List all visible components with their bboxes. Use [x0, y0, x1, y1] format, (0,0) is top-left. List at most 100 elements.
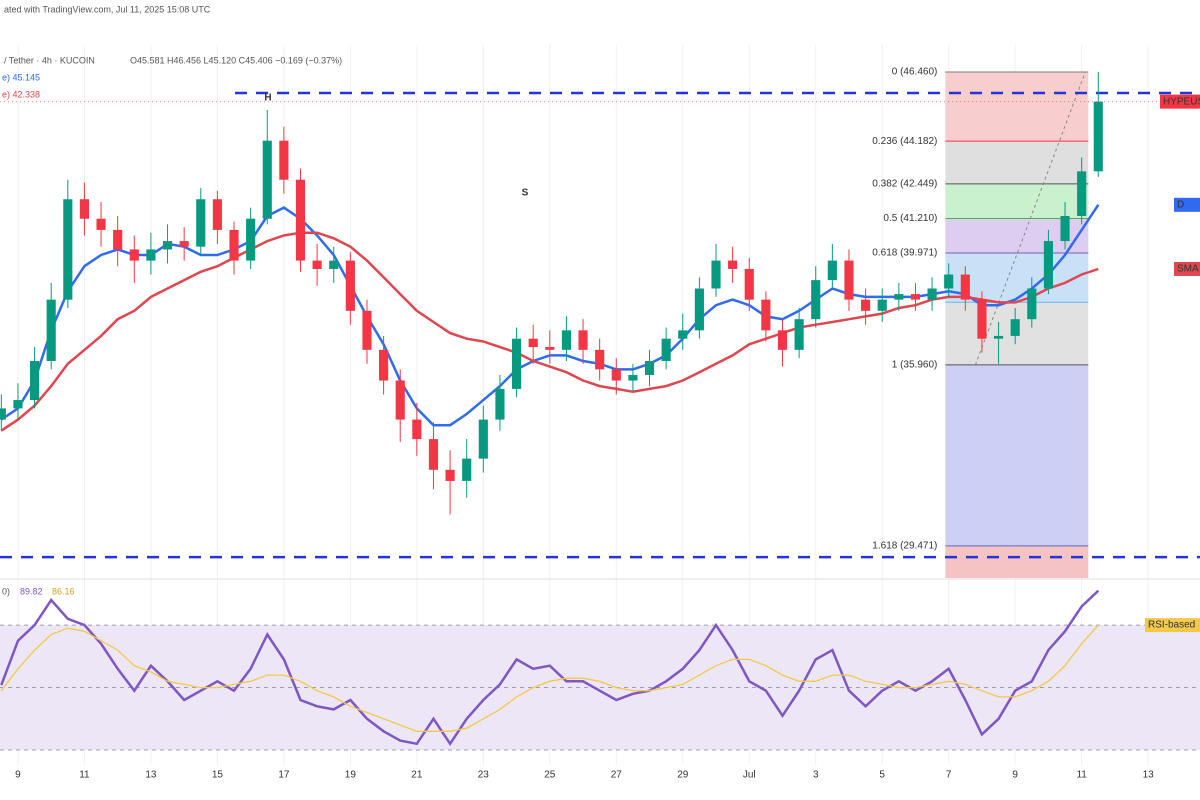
candle-body [46, 299, 56, 362]
ma-legend: e) 45.145 [2, 72, 40, 82]
candle-body [129, 249, 139, 261]
candle-body [894, 294, 904, 300]
x-tick-label: 9 [15, 770, 21, 781]
candle-body [595, 349, 605, 370]
candle-body [0, 408, 6, 420]
annotation: S [522, 188, 529, 199]
candle-body [1093, 101, 1103, 172]
fib-band [945, 72, 1089, 142]
x-tick-label: 11 [79, 770, 90, 781]
candle-body [844, 260, 854, 300]
candle-body [1077, 171, 1087, 216]
candle-body [694, 288, 704, 331]
candle-body [794, 319, 804, 350]
rsi-tag-bg [1145, 618, 1200, 633]
candle-body [196, 199, 206, 247]
candle-body [511, 338, 522, 389]
candle-body [63, 199, 73, 300]
x-tick-label: 11 [1076, 770, 1087, 781]
x-tick-label: 7 [946, 770, 952, 781]
fib-label: 1 (35.960) [892, 360, 938, 371]
candle-body [545, 347, 555, 350]
x-tick-label: 21 [411, 770, 423, 781]
price-tag-bg [1160, 94, 1200, 109]
candle-body [162, 241, 173, 250]
candle-body [312, 260, 322, 269]
candle-body [861, 299, 871, 311]
candle-body [428, 439, 439, 470]
ma-tag: D [1177, 199, 1184, 210]
x-tick-label: 29 [677, 770, 689, 781]
candle-body [678, 330, 688, 339]
candle-body [644, 361, 655, 375]
x-tick-label: 3 [813, 770, 819, 781]
candle-body [1027, 288, 1037, 320]
price-tag: HYPEUS [1163, 96, 1200, 107]
candle-body [977, 299, 987, 339]
candle-body [179, 241, 189, 247]
fib-label: 0.5 (41.210) [883, 213, 937, 224]
rsi-legend: 0) [2, 586, 10, 596]
candle-body [345, 260, 355, 311]
candle-body [113, 229, 123, 250]
x-tick-label: 25 [544, 770, 556, 781]
x-tick-label: 23 [478, 770, 490, 781]
candle-body [944, 274, 954, 289]
candle-body [1060, 215, 1070, 242]
candle-body [295, 179, 306, 261]
candle-body [927, 288, 937, 300]
x-tick-label: 13 [1143, 770, 1155, 781]
x-tick-label: 15 [212, 770, 224, 781]
candle-body [362, 310, 372, 350]
candle-body [711, 260, 721, 289]
fib-band [945, 364, 1089, 546]
candle-body [761, 299, 771, 331]
candle-body [811, 280, 821, 320]
candle-body [960, 274, 970, 300]
candle-body [728, 260, 738, 269]
candle-body [146, 249, 156, 261]
rsi-legend: 86.16 [52, 586, 75, 596]
candle-body [578, 330, 588, 350]
fib-band [945, 141, 1089, 184]
rsi-line [0, 589, 1100, 747]
candle-body [30, 361, 40, 401]
candle-body [262, 140, 272, 219]
fib-label: 1.618 (29.471) [872, 541, 937, 552]
candle-body [495, 388, 505, 420]
candle-body [212, 199, 222, 230]
header-title: ated with TradingView.com, Jul 11, 2025 … [4, 4, 211, 14]
fib-label: 0 (46.460) [892, 67, 938, 78]
candle-body [329, 260, 339, 269]
symbol: / Tether · 4h · KUCOIN [4, 55, 95, 65]
x-tick-label: 13 [145, 770, 157, 781]
fib-label: 0.382 (42.449) [872, 179, 937, 190]
candle-body [395, 380, 405, 420]
candle-body [1043, 241, 1053, 289]
ma-tag-bg [1174, 197, 1200, 212]
x-tick-label: 27 [611, 770, 623, 781]
candle-body [462, 458, 472, 481]
candle-body [777, 330, 788, 350]
x-tick-label: 9 [1012, 770, 1018, 781]
candle-body [628, 374, 638, 381]
x-tick-label: 19 [345, 770, 357, 781]
candle-body [611, 369, 621, 381]
fib-band [945, 183, 1089, 219]
fib-label: 0.618 (39.971) [872, 248, 937, 259]
rsi-legend: 89.82 [20, 586, 43, 596]
candle-body [478, 419, 488, 459]
candle-body [79, 199, 90, 219]
rsi-tag: RSI-based [1148, 620, 1195, 631]
candle-body [246, 218, 256, 261]
annotation: H [264, 93, 271, 104]
candle-body [877, 299, 887, 311]
fib-band [945, 545, 1089, 578]
candle-body [744, 268, 754, 300]
candle-body [561, 330, 571, 350]
candle-body [661, 338, 671, 362]
candle-body [993, 335, 1004, 339]
